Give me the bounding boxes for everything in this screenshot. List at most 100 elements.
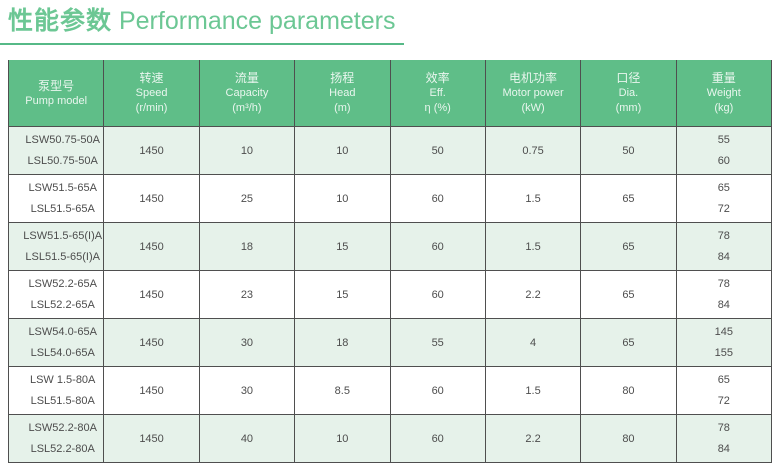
weight-lsw: 55: [717, 133, 730, 146]
col-header-motor-power: 电机功率 Motor power (kW): [484, 60, 582, 127]
pump-model-lsw: LSW50.75-50A: [25, 133, 100, 146]
page-title: 性能参数 Performance parameters: [8, 7, 404, 35]
efficiency-cell: 60: [389, 366, 486, 415]
weight-lsw: 78: [717, 229, 730, 242]
pump-model-cell: LSW50.75-50A LSL50.75-50A: [7, 126, 105, 175]
head-cell: 10: [294, 414, 391, 463]
header-unit: (r/min): [135, 102, 168, 114]
weight-lsw: 145: [714, 325, 733, 338]
performance-parameters-table: 泵型号 Pump model 转速 Speed (r/min) 流量 Capac…: [7, 60, 773, 463]
weight-lsw: 78: [717, 421, 730, 434]
header-cn: 效率: [425, 71, 450, 85]
header-unit: (m): [334, 102, 351, 114]
motor-power-cell: 4: [484, 318, 582, 367]
col-header-efficiency: 效率 Eff. η (%): [389, 60, 486, 127]
efficiency-cell: 60: [389, 222, 486, 271]
header-en: Capacity: [225, 87, 269, 99]
header-en: Speed: [135, 87, 168, 99]
weight-lsl: 60: [717, 154, 730, 167]
pump-model-lsw: LSW51.5-65(I)A: [23, 229, 103, 242]
header-unit: (kW): [521, 102, 545, 114]
page-title-cn: 性能参数: [8, 7, 113, 35]
weight-cell: 78 84: [675, 222, 773, 271]
table-row: LSW54.0-65A LSL54.0-65A 1450 30 18 55 4 …: [7, 318, 773, 367]
speed-cell: 1450: [103, 366, 200, 415]
head-cell: 10: [294, 174, 391, 223]
weight-lsl: 72: [717, 394, 730, 407]
pump-model-cell: LSW51.5-65A LSL51.5-65A: [7, 174, 105, 223]
efficiency-cell: 55: [389, 318, 486, 367]
pump-model-lsl: LSL54.0-65A: [30, 346, 95, 359]
diameter-cell: 65: [580, 318, 677, 367]
pump-model-lsw: LSW 1.5-80A: [29, 373, 96, 386]
table-header-row: 泵型号 Pump model 转速 Speed (r/min) 流量 Capac…: [7, 60, 773, 127]
table-row: LSW51.5-65(I)A LSL51.5-65(I)A 1450 18 15…: [7, 222, 773, 271]
diameter-cell: 50: [580, 126, 677, 175]
capacity-cell: 18: [198, 222, 296, 271]
section-title-underline: 性能参数 Performance parameters: [0, 0, 404, 45]
header-cn: 泵型号: [38, 78, 75, 93]
pump-model-lsl: LSL51.5-65A: [30, 202, 95, 215]
capacity-cell: 10: [198, 126, 296, 175]
capacity-cell: 25: [198, 174, 296, 223]
page-title-en: Performance parameters: [118, 7, 396, 35]
head-cell: 15: [294, 222, 391, 271]
table-row: LSW52.2-65A LSL52.2-65A 1450 23 15 60 2.…: [7, 270, 773, 319]
pump-model-cell: LSW54.0-65A LSL54.0-65A: [7, 318, 105, 367]
motor-power-cell: 1.5: [484, 174, 582, 223]
weight-lsl: 84: [717, 442, 730, 455]
speed-cell: 1450: [103, 126, 200, 175]
pump-model-cell: LSW 1.5-80A LSL51.5-80A: [7, 366, 105, 415]
weight-lsw: 78: [717, 277, 730, 290]
header-cn: 流量: [234, 71, 259, 85]
efficiency-cell: 60: [389, 270, 486, 319]
speed-cell: 1450: [103, 270, 200, 319]
speed-cell: 1450: [103, 174, 200, 223]
table-row: LSW52.2-80A LSL52.2-80A 1450 40 10 60 2.…: [7, 414, 773, 463]
motor-power-cell: 2.2: [484, 414, 582, 463]
header-en: Pump model: [25, 94, 88, 107]
pump-model-lsl: LSL51.5-65(I)A: [25, 250, 100, 263]
header-unit: (m³/h): [232, 102, 262, 114]
weight-cell: 65 72: [675, 174, 773, 223]
motor-power-cell: 1.5: [484, 222, 582, 271]
diameter-cell: 65: [580, 270, 677, 319]
header-cn: 口径: [616, 71, 641, 85]
header-unit: (mm): [615, 102, 642, 114]
pump-model-lsl: LSL50.75-50A: [27, 154, 98, 167]
head-cell: 10: [294, 126, 391, 175]
weight-lsl: 84: [717, 298, 730, 311]
header-unit: (kg): [714, 102, 734, 114]
capacity-cell: 23: [198, 270, 296, 319]
diameter-cell: 80: [580, 414, 677, 463]
header-cn: 重量: [711, 71, 736, 85]
head-cell: 18: [294, 318, 391, 367]
header-en: Dia.: [618, 87, 639, 99]
header-en: Eff.: [429, 87, 446, 99]
motor-power-cell: 1.5: [484, 366, 582, 415]
speed-cell: 1450: [103, 318, 200, 367]
header-en: Motor power: [502, 87, 564, 99]
weight-cell: 65 72: [675, 366, 773, 415]
motor-power-cell: 0.75: [484, 126, 582, 175]
table-row: LSW 1.5-80A LSL51.5-80A 1450 30 8.5 60 1…: [7, 366, 773, 415]
pump-model-cell: LSW51.5-65(I)A LSL51.5-65(I)A: [7, 222, 105, 271]
header-en: Head: [329, 87, 356, 99]
speed-cell: 1450: [103, 414, 200, 463]
weight-lsl: 72: [717, 202, 730, 215]
col-header-capacity: 流量 Capacity (m³/h): [198, 60, 296, 127]
diameter-cell: 80: [580, 366, 677, 415]
pump-model-lsw: LSW51.5-65A: [28, 181, 97, 194]
header-cn: 电机功率: [509, 71, 558, 85]
pump-model-lsl: LSL52.2-65A: [30, 298, 95, 311]
col-header-weight: 重量 Weight (kg): [675, 60, 773, 127]
capacity-cell: 30: [198, 318, 296, 367]
efficiency-cell: 50: [389, 126, 486, 175]
diameter-cell: 65: [580, 174, 677, 223]
weight-lsw: 65: [717, 373, 730, 386]
table-row: LSW51.5-65A LSL51.5-65A 1450 25 10 60 1.…: [7, 174, 773, 223]
diameter-cell: 65: [580, 222, 677, 271]
efficiency-cell: 60: [389, 174, 486, 223]
col-header-speed: 转速 Speed (r/min): [103, 60, 200, 127]
